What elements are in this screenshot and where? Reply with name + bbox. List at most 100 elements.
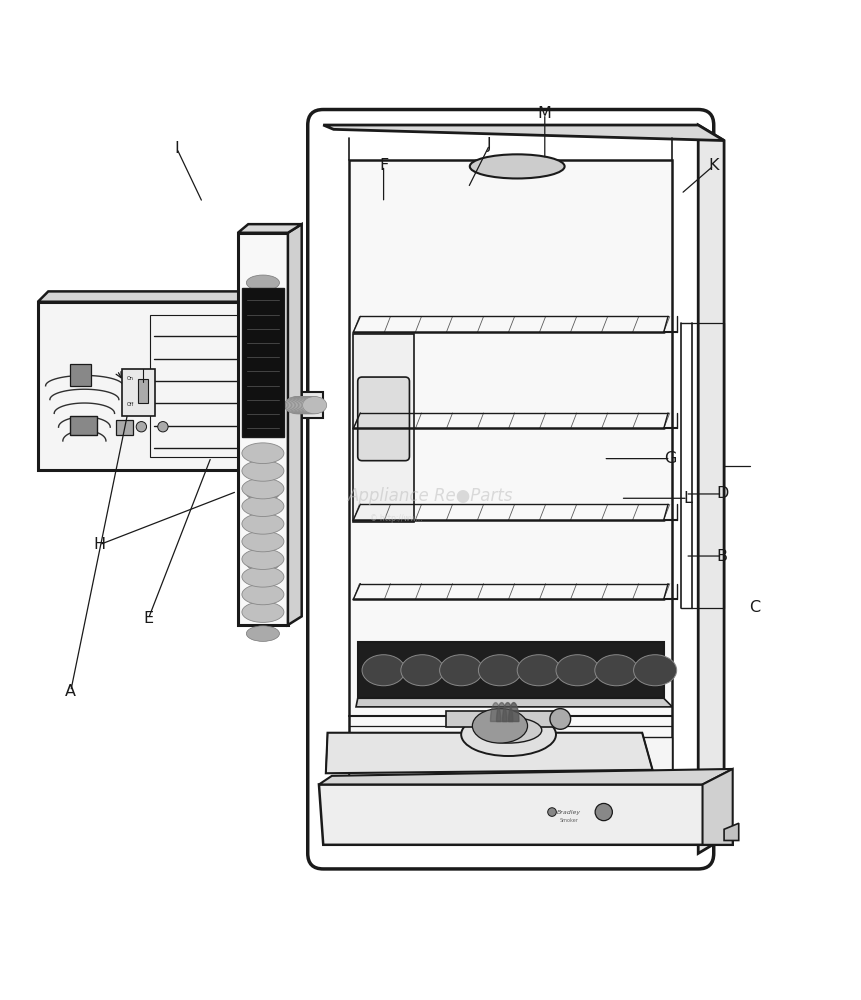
Ellipse shape <box>242 566 283 587</box>
Ellipse shape <box>469 154 564 178</box>
Polygon shape <box>697 125 723 853</box>
Ellipse shape <box>297 397 321 414</box>
Text: K: K <box>708 158 718 173</box>
Ellipse shape <box>284 397 308 414</box>
Ellipse shape <box>478 655 521 686</box>
Bar <box>357 642 663 698</box>
Text: © http://ww...: © http://ww... <box>370 514 422 523</box>
Polygon shape <box>496 703 506 722</box>
Ellipse shape <box>547 808 555 816</box>
Ellipse shape <box>158 422 168 432</box>
Ellipse shape <box>242 461 283 481</box>
Text: J: J <box>486 137 492 152</box>
Text: On: On <box>127 376 133 381</box>
Text: Off: Off <box>127 402 133 407</box>
Text: G: G <box>664 451 676 466</box>
Polygon shape <box>702 769 732 845</box>
Bar <box>138 379 148 403</box>
Ellipse shape <box>298 397 322 414</box>
Ellipse shape <box>300 397 325 414</box>
Ellipse shape <box>242 549 283 569</box>
Ellipse shape <box>246 345 279 361</box>
Ellipse shape <box>294 397 318 414</box>
Ellipse shape <box>242 531 283 552</box>
Polygon shape <box>288 392 323 418</box>
Polygon shape <box>249 291 264 470</box>
Ellipse shape <box>472 709 527 743</box>
Polygon shape <box>122 369 155 416</box>
Text: M: M <box>537 106 551 121</box>
Ellipse shape <box>517 655 560 686</box>
Ellipse shape <box>555 655 598 686</box>
Ellipse shape <box>136 422 146 432</box>
Text: H: H <box>93 537 105 552</box>
Ellipse shape <box>286 397 310 414</box>
Ellipse shape <box>242 513 283 534</box>
Ellipse shape <box>633 655 676 686</box>
Bar <box>150 315 243 457</box>
Polygon shape <box>508 703 518 722</box>
Polygon shape <box>325 733 652 773</box>
Text: F: F <box>379 158 387 173</box>
Bar <box>115 420 133 435</box>
Ellipse shape <box>246 275 279 291</box>
Ellipse shape <box>300 397 324 414</box>
Ellipse shape <box>242 584 283 605</box>
Bar <box>349 160 672 784</box>
Ellipse shape <box>475 717 542 743</box>
Ellipse shape <box>302 397 326 414</box>
Bar <box>446 711 555 727</box>
Text: L: L <box>683 491 691 506</box>
Bar <box>353 334 413 522</box>
Ellipse shape <box>594 655 637 686</box>
Polygon shape <box>723 823 738 840</box>
Polygon shape <box>238 224 301 233</box>
Polygon shape <box>288 224 301 625</box>
Polygon shape <box>490 703 500 722</box>
Bar <box>242 288 283 437</box>
Ellipse shape <box>246 415 279 431</box>
Polygon shape <box>38 291 264 302</box>
Bar <box>242 291 283 625</box>
Ellipse shape <box>439 655 482 686</box>
Ellipse shape <box>242 478 283 499</box>
Bar <box>238 233 288 625</box>
Ellipse shape <box>549 709 570 729</box>
Ellipse shape <box>291 397 315 414</box>
Text: Smoker: Smoker <box>559 818 578 823</box>
Ellipse shape <box>289 397 313 414</box>
Ellipse shape <box>288 397 313 414</box>
Ellipse shape <box>246 556 279 571</box>
FancyBboxPatch shape <box>307 110 713 869</box>
Ellipse shape <box>246 486 279 501</box>
Text: Appliance Re●Parts: Appliance Re●Parts <box>348 487 513 505</box>
Text: A: A <box>65 684 76 699</box>
Bar <box>38 302 249 470</box>
Ellipse shape <box>594 803 611 821</box>
Ellipse shape <box>400 655 443 686</box>
Ellipse shape <box>293 397 317 414</box>
Ellipse shape <box>461 713 555 756</box>
Text: Bradley: Bradley <box>556 810 580 815</box>
Ellipse shape <box>242 443 283 464</box>
Ellipse shape <box>295 397 319 414</box>
Bar <box>70 416 97 435</box>
Text: B: B <box>716 549 727 564</box>
Ellipse shape <box>287 397 311 414</box>
Polygon shape <box>319 769 732 784</box>
Polygon shape <box>319 784 732 845</box>
Text: I: I <box>174 141 179 156</box>
FancyBboxPatch shape <box>357 377 409 461</box>
Bar <box>349 737 672 776</box>
Ellipse shape <box>246 626 279 641</box>
Bar <box>70 364 91 386</box>
Ellipse shape <box>242 602 283 622</box>
Ellipse shape <box>362 655 405 686</box>
Polygon shape <box>323 125 723 141</box>
Text: E: E <box>143 611 153 626</box>
Text: C: C <box>748 600 759 615</box>
Ellipse shape <box>242 496 283 517</box>
Polygon shape <box>356 698 672 707</box>
Polygon shape <box>502 703 512 722</box>
Text: D: D <box>715 486 728 501</box>
